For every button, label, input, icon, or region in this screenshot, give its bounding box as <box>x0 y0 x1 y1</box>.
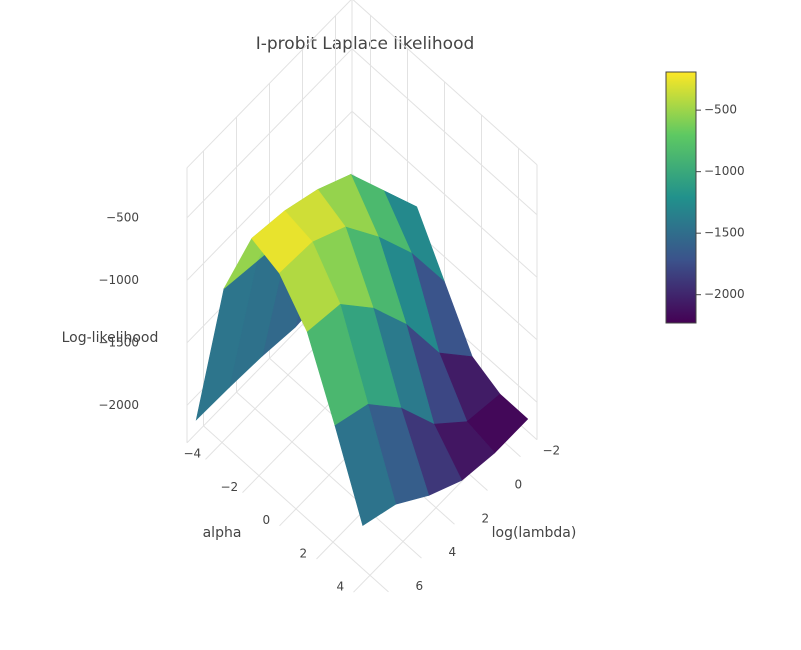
grid-line <box>186 48 353 219</box>
colorbar-tick-label: −1000 <box>704 164 745 178</box>
grid-line <box>351 110 538 278</box>
y-tick-label: 2 <box>481 511 489 525</box>
y-tick-label: 0 <box>514 478 522 492</box>
y-tick-label: 4 <box>448 545 456 559</box>
y-axis-title: log(lambda) <box>492 525 577 541</box>
colorbar-tick-label: −500 <box>704 103 737 117</box>
z-tick-label: −1500 <box>98 335 139 349</box>
x-tick-label: −2 <box>220 480 238 494</box>
grid-line <box>203 425 389 593</box>
colorbar-tick-label: −2000 <box>704 287 745 301</box>
grid-line <box>186 110 353 281</box>
y-tick-label: 6 <box>415 579 423 593</box>
z-tick-label: −500 <box>106 210 139 224</box>
chart-title: I-probit Laplace likelihood <box>256 34 475 54</box>
grid-line <box>351 48 538 216</box>
surface-cell <box>334 403 397 526</box>
x-tick-label: 0 <box>262 513 270 527</box>
x-tick-label: −4 <box>183 447 201 461</box>
colorbar-tick-label: −1500 <box>704 226 745 240</box>
z-tick-label: −2000 <box>98 398 139 412</box>
y-tick-label: −2 <box>542 444 560 458</box>
x-tick-label: 2 <box>299 546 307 560</box>
colorbar <box>665 71 697 324</box>
z-tick-label: −1000 <box>98 273 139 287</box>
x-axis-title: alpha <box>203 525 242 541</box>
x-tick-label: 4 <box>336 579 344 593</box>
grid-line <box>236 391 422 559</box>
z-axis-title: Log-likelihood <box>62 330 159 346</box>
